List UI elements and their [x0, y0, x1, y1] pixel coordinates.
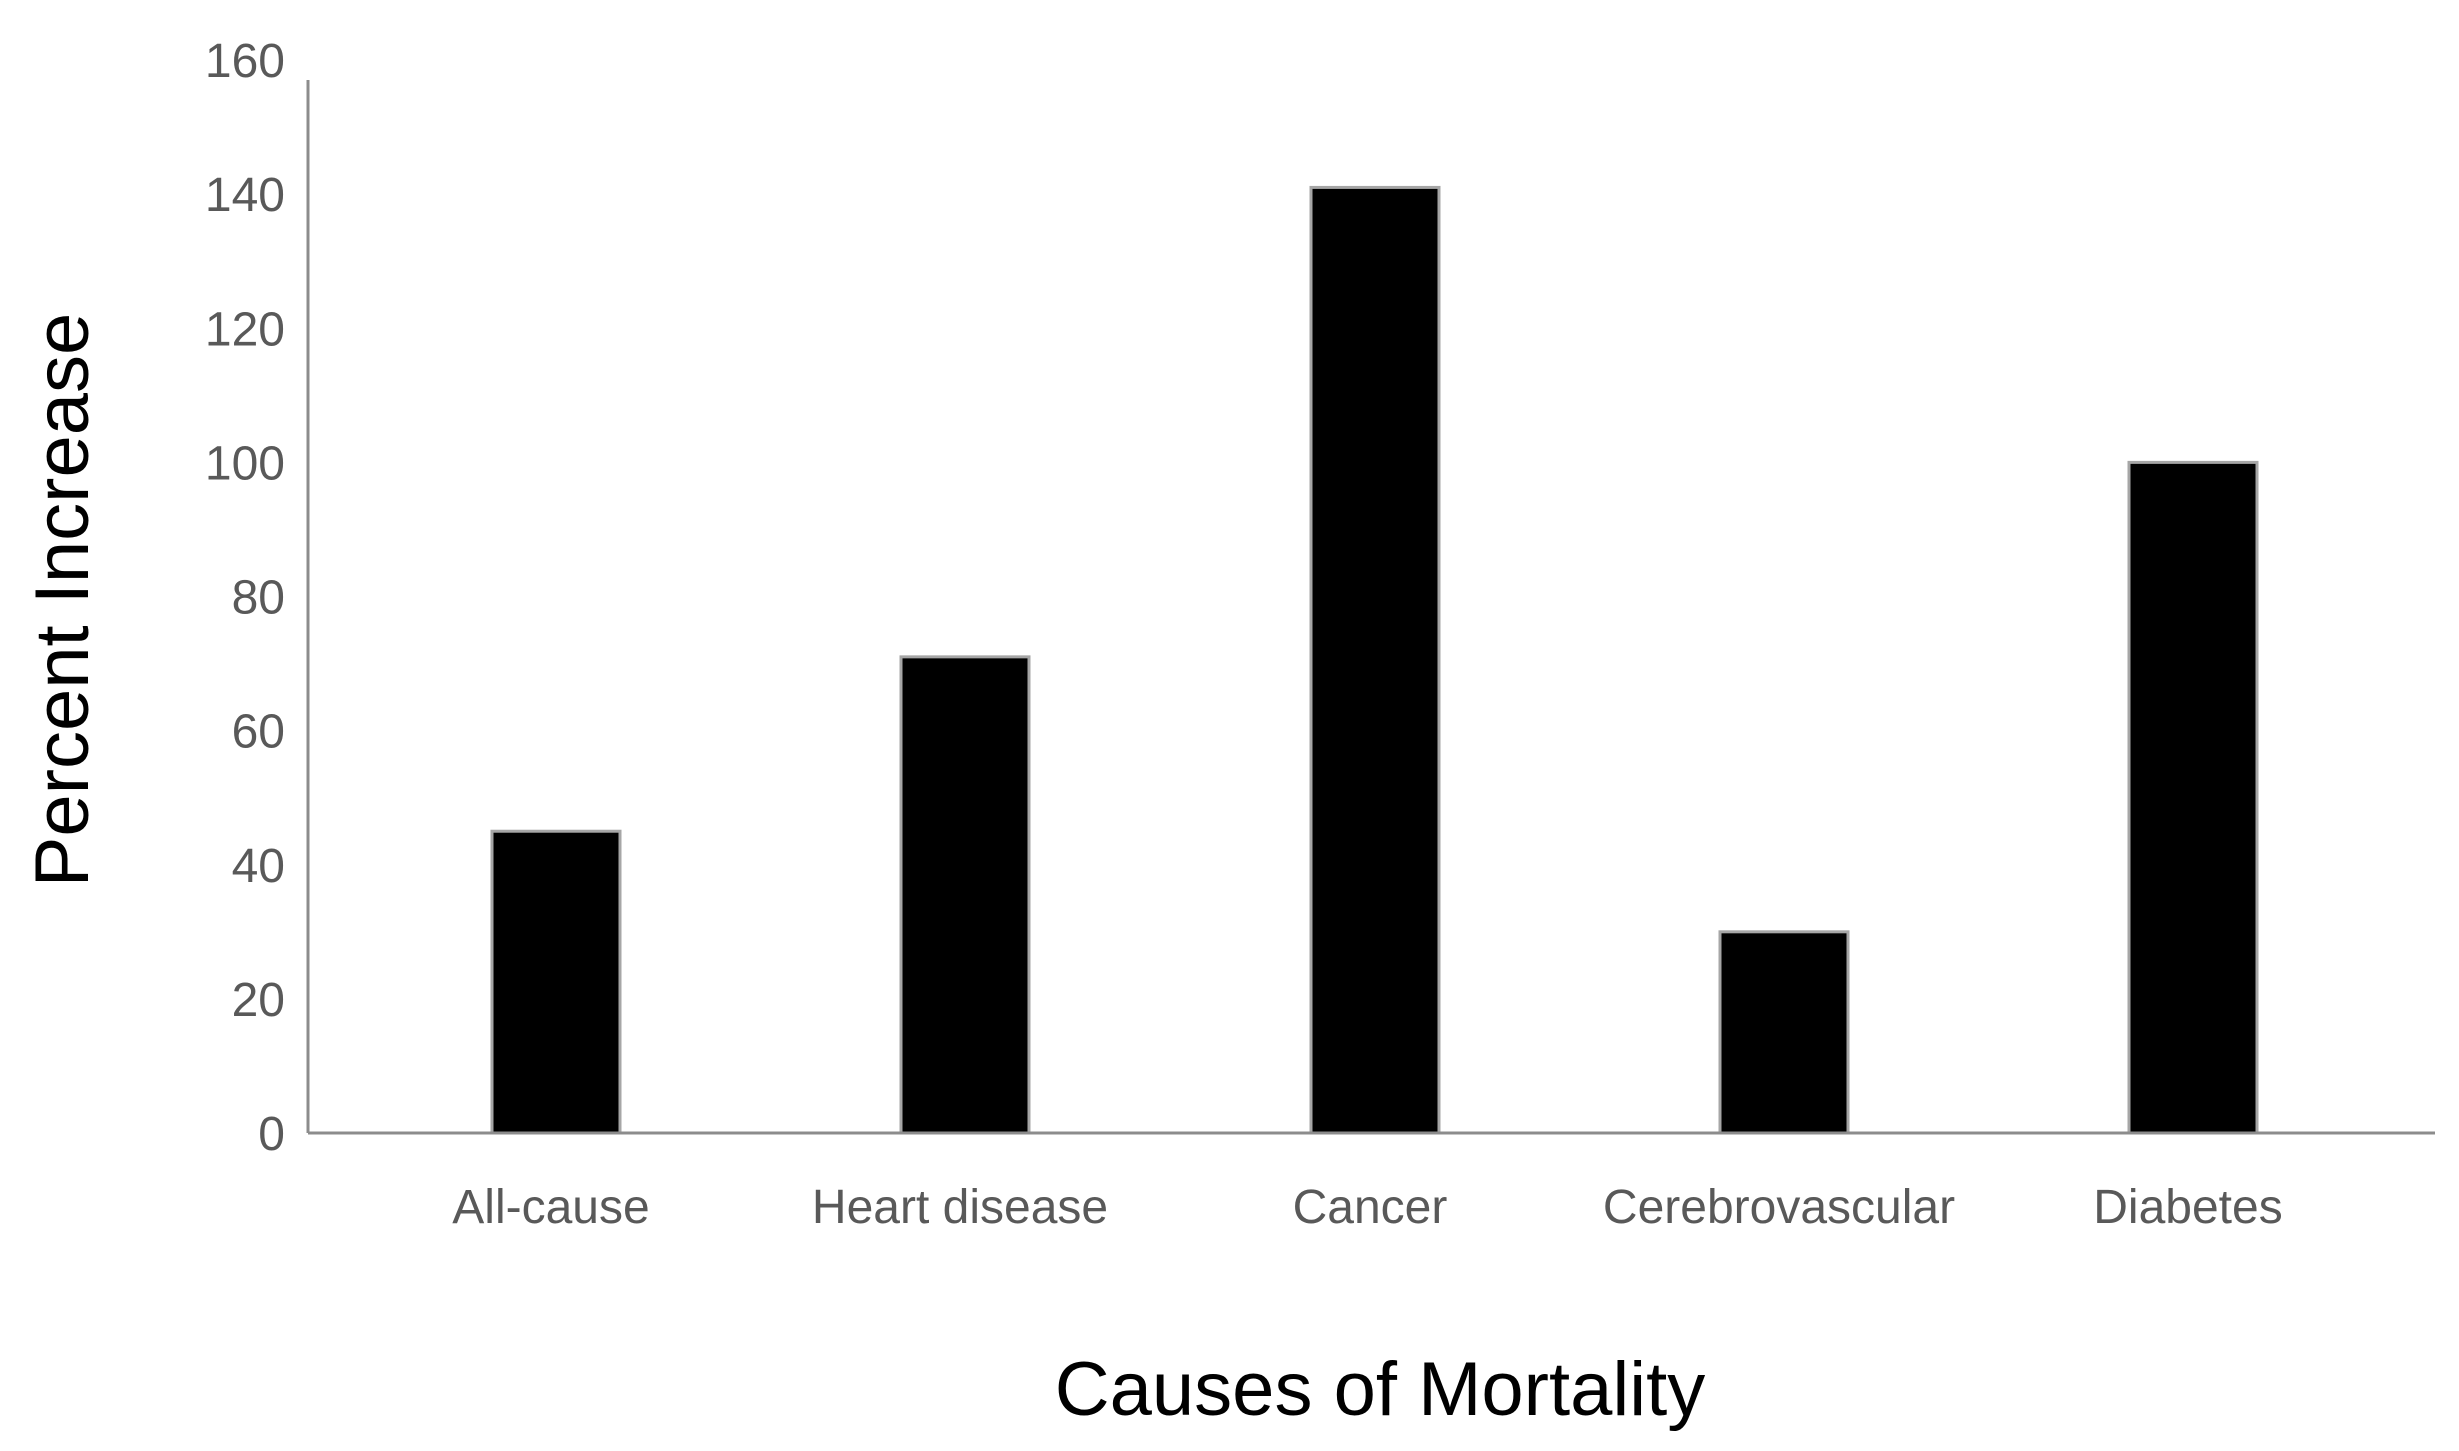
y-tick-labels: 0 20 40 60 80 100 120 140 160	[205, 35, 285, 1161]
bar	[1718, 930, 1850, 1135]
y-tick-label: 60	[232, 706, 285, 759]
category-label: Heart disease	[812, 1181, 1108, 1234]
y-tick-label: 20	[232, 974, 285, 1027]
bar	[1309, 185, 1441, 1135]
y-tick-label: 0	[258, 1108, 285, 1161]
y-tick-label: 100	[205, 437, 285, 490]
category-label: All-cause	[452, 1181, 649, 1234]
bar	[899, 655, 1031, 1135]
category-label: Diabetes	[2093, 1181, 2282, 1234]
x-axis-title: Causes of Mortality	[1055, 1347, 1705, 1432]
y-tick-label: 140	[205, 169, 285, 222]
category-label: Cerebrovascular	[1603, 1181, 1955, 1234]
y-tick-label: 80	[232, 572, 285, 625]
category-label: Cancer	[1293, 1181, 1448, 1234]
y-axis-title: Percent Increase	[20, 313, 105, 888]
category-labels: All-cause Heart disease Cancer Cerebrovascu…	[452, 1181, 2282, 1234]
y-tick-label: 160	[205, 35, 285, 88]
y-tick-label: 40	[232, 840, 285, 893]
bar	[2127, 460, 2259, 1135]
bars	[490, 185, 2259, 1135]
y-tick-label: 120	[205, 303, 285, 356]
bar	[490, 829, 622, 1135]
